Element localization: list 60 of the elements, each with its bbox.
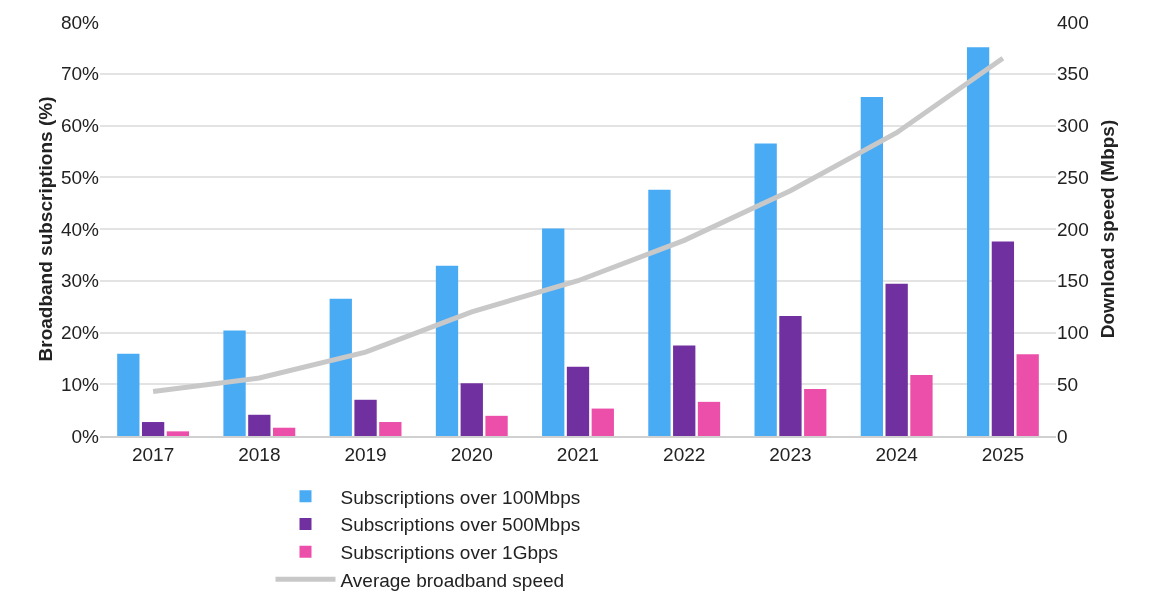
bar: [166, 431, 190, 436]
y2-tick-label: 0: [1057, 425, 1068, 447]
y-tick-label: 80%: [60, 11, 100, 33]
y-tick-label: 0%: [71, 425, 100, 447]
y2-tick-label: 300: [1057, 115, 1089, 137]
bar: [591, 408, 614, 436]
y2-tick-label: 350: [1057, 63, 1089, 85]
bar: [542, 228, 565, 436]
bar: [329, 298, 352, 436]
y2-tick-label: 200: [1057, 218, 1089, 240]
x-tick-label: 2017: [131, 443, 175, 465]
legend-label: Subscriptions over 100Mbps: [340, 486, 581, 508]
x-tick-label: 2023: [769, 443, 812, 465]
bar: [566, 366, 590, 436]
bar: [860, 97, 884, 436]
bar: [460, 383, 483, 436]
bar: [354, 399, 377, 436]
bar: [754, 143, 777, 436]
y-axis-title: Broadband subscriptions (%): [35, 96, 56, 362]
bar: [272, 427, 296, 436]
bar: [779, 315, 802, 436]
bar: [485, 415, 508, 436]
bar: [966, 47, 990, 436]
bar: [435, 265, 459, 436]
bar: [379, 422, 402, 436]
x-tick-label: 2024: [875, 443, 919, 465]
bar: [991, 241, 1015, 436]
y-tick-label: 50%: [60, 166, 100, 188]
bar: [1016, 354, 1039, 436]
y2-tick-label: 150: [1057, 270, 1089, 292]
y2-tick-label: 250: [1057, 166, 1089, 188]
y2-tick-label: 100: [1057, 322, 1089, 344]
legend-label: Average broadband speed: [340, 569, 565, 591]
x-tick-label: 2019: [344, 443, 387, 465]
x-tick-label: 2025: [981, 443, 1025, 465]
y-tick-label: 40%: [60, 218, 100, 240]
bar: [141, 422, 165, 436]
bar: [885, 283, 908, 436]
bar: [248, 414, 271, 436]
x-tick-label: 2022: [663, 443, 706, 465]
bar: [117, 353, 140, 436]
bar: [910, 374, 933, 436]
legend-label: Subscriptions over 1Gbps: [340, 542, 559, 564]
x-tick-label: 2018: [238, 443, 281, 465]
bar: [648, 189, 671, 436]
y-tick-label: 10%: [60, 373, 100, 395]
bar: [804, 388, 827, 436]
bar: [673, 345, 696, 436]
y2-tick-label: 400: [1057, 11, 1089, 33]
bar: [223, 330, 246, 436]
y-tick-label: 70%: [60, 63, 100, 85]
y-tick-label: 30%: [60, 270, 100, 292]
y-tick-label: 60%: [60, 115, 100, 137]
y-tick-label: 20%: [60, 322, 100, 344]
bar: [697, 401, 721, 436]
x-tick-label: 2020: [450, 443, 493, 465]
x-tick-label: 2021: [556, 443, 600, 465]
legend-label: Subscriptions over 500Mbps: [340, 514, 581, 536]
y2-axis-title: Download speed (Mbps): [1096, 119, 1118, 339]
y2-tick-label: 50: [1057, 373, 1079, 395]
